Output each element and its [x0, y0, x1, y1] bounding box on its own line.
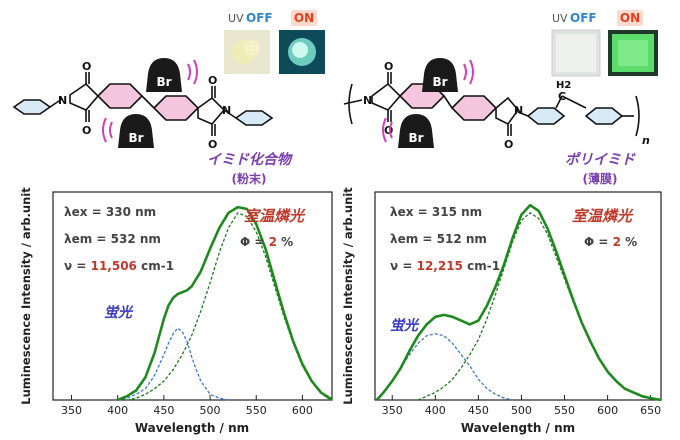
atom-c: C	[558, 90, 566, 103]
quantum-yield: Φ = 2 %	[584, 235, 637, 249]
energy-gap: ν = 12,215 cm-1	[390, 259, 500, 273]
fluorescence-label: 蛍光	[390, 317, 420, 334]
uv-text-right: UV	[552, 12, 568, 25]
compound-name-right: ポリイミド	[565, 151, 636, 168]
x-ticks: 350 400 450 500 550 600 650	[382, 395, 661, 417]
emission-wavelength: λem = 532 nm	[64, 232, 161, 246]
compound-name-left: イミド化合物	[207, 151, 294, 168]
cyclohexyl-poly-2	[584, 107, 624, 125]
atom-o: O	[384, 124, 393, 137]
atom-o: O	[82, 124, 91, 137]
emission-wavelength: λem = 512 nm	[390, 232, 487, 246]
uv-on-badge-right	[617, 10, 643, 26]
phosphorescence-label: 室温燐光	[572, 207, 634, 225]
phosphorescence-label: 室温燐光	[244, 207, 306, 225]
x-tick-label: 400	[107, 404, 128, 417]
bromine-weight-1: Br	[146, 58, 198, 92]
atom-o: O	[208, 74, 217, 87]
x-tick-label: 550	[246, 404, 267, 417]
x-tick-label: 600	[597, 404, 618, 417]
series-line-fluorescence	[117, 327, 229, 401]
br-label: Br	[128, 131, 143, 145]
fluorescence-label: 蛍光	[104, 304, 134, 321]
plot-frame	[374, 191, 662, 401]
atom-o: O	[208, 138, 217, 151]
x-axis-label: Wavelength / nm	[461, 421, 575, 435]
uv-on-badge	[291, 10, 317, 26]
imide-molecule	[12, 72, 274, 136]
atom-o: O	[384, 60, 393, 73]
repeat-n: n	[642, 134, 650, 147]
phenyl-ring-4	[450, 95, 498, 121]
bromine-weight-3: Br	[422, 58, 474, 92]
atom-n: N	[58, 94, 67, 107]
atom-h2: H2	[556, 80, 571, 91]
cyclohexyl-poly-1	[526, 107, 566, 125]
x-tick-label: 350	[382, 404, 403, 417]
chart-polyimide-film: 350 400 450 500 550 600 650 Wavelength / nm Lu…	[341, 187, 662, 435]
series-layer	[375, 203, 662, 402]
y-axis-label: Luminescence Intensity / arb.unit	[19, 187, 33, 405]
x-tick-label: 400	[425, 404, 446, 417]
x-tick-label: 600	[292, 404, 313, 417]
atom-n: N	[222, 104, 231, 117]
series-line-total	[375, 203, 662, 402]
excitation-wavelength: λex = 330 nm	[64, 205, 156, 219]
atom-n: N	[363, 94, 372, 107]
energy-gap: ν = 11,506 cm-1	[64, 259, 174, 273]
phenyl-ring-2	[152, 95, 200, 121]
series-line-total	[117, 205, 333, 402]
uv-label-right: UV OFF ON	[552, 10, 643, 26]
phenyl-ring-1	[96, 83, 144, 109]
uv-on-text: ON	[294, 11, 314, 25]
uv-off-text: OFF	[246, 11, 273, 25]
atom-n: N	[514, 104, 523, 117]
x-axis-label: Wavelength / nm	[135, 421, 249, 435]
x-tick-label: 650	[640, 404, 661, 417]
x-tick-label: 350	[61, 404, 82, 417]
cyclohexyl-left	[12, 99, 52, 115]
svg-text:UV: UV	[228, 12, 244, 25]
plot-frame	[52, 191, 333, 401]
compound-form-right: (薄膜)	[583, 171, 618, 186]
cyclohexyl-right	[234, 110, 274, 126]
uv-text: UV	[228, 12, 244, 25]
bromine-weight-2: Br	[102, 114, 154, 148]
series-line-fluorescence	[376, 333, 513, 401]
uv-on-text-right: ON	[620, 11, 640, 25]
x-ticks: 350 400 450 500 550 600	[61, 395, 313, 417]
x-tick-label: 450	[153, 404, 174, 417]
atom-o: O	[82, 60, 91, 73]
x-tick-label: 550	[554, 404, 575, 417]
br-label: Br	[156, 75, 171, 89]
uv-off-text-right: OFF	[570, 11, 597, 25]
x-tick-label: 500	[200, 404, 221, 417]
br-label: Br	[408, 131, 423, 145]
y-axis-label: Luminescence Intensity / arb.unit	[341, 187, 355, 405]
chart-imide-powder: 350 400 450 500 550 600 Wavelength / nm Lumin…	[19, 187, 333, 435]
excitation-wavelength: λex = 315 nm	[390, 205, 482, 219]
br-label: Br	[432, 75, 447, 89]
atom-o: O	[504, 138, 513, 151]
uv-label-left: UV OFF ON	[228, 10, 317, 26]
series-layer	[117, 205, 333, 402]
x-tick-label: 450	[468, 404, 489, 417]
bromine-weight-4: Br	[382, 114, 434, 148]
quantum-yield: Φ = 2 %	[240, 235, 293, 249]
compound-form-left: (粉末)	[232, 171, 267, 186]
x-tick-label: 500	[511, 404, 532, 417]
polyimide-molecule	[343, 72, 640, 137]
